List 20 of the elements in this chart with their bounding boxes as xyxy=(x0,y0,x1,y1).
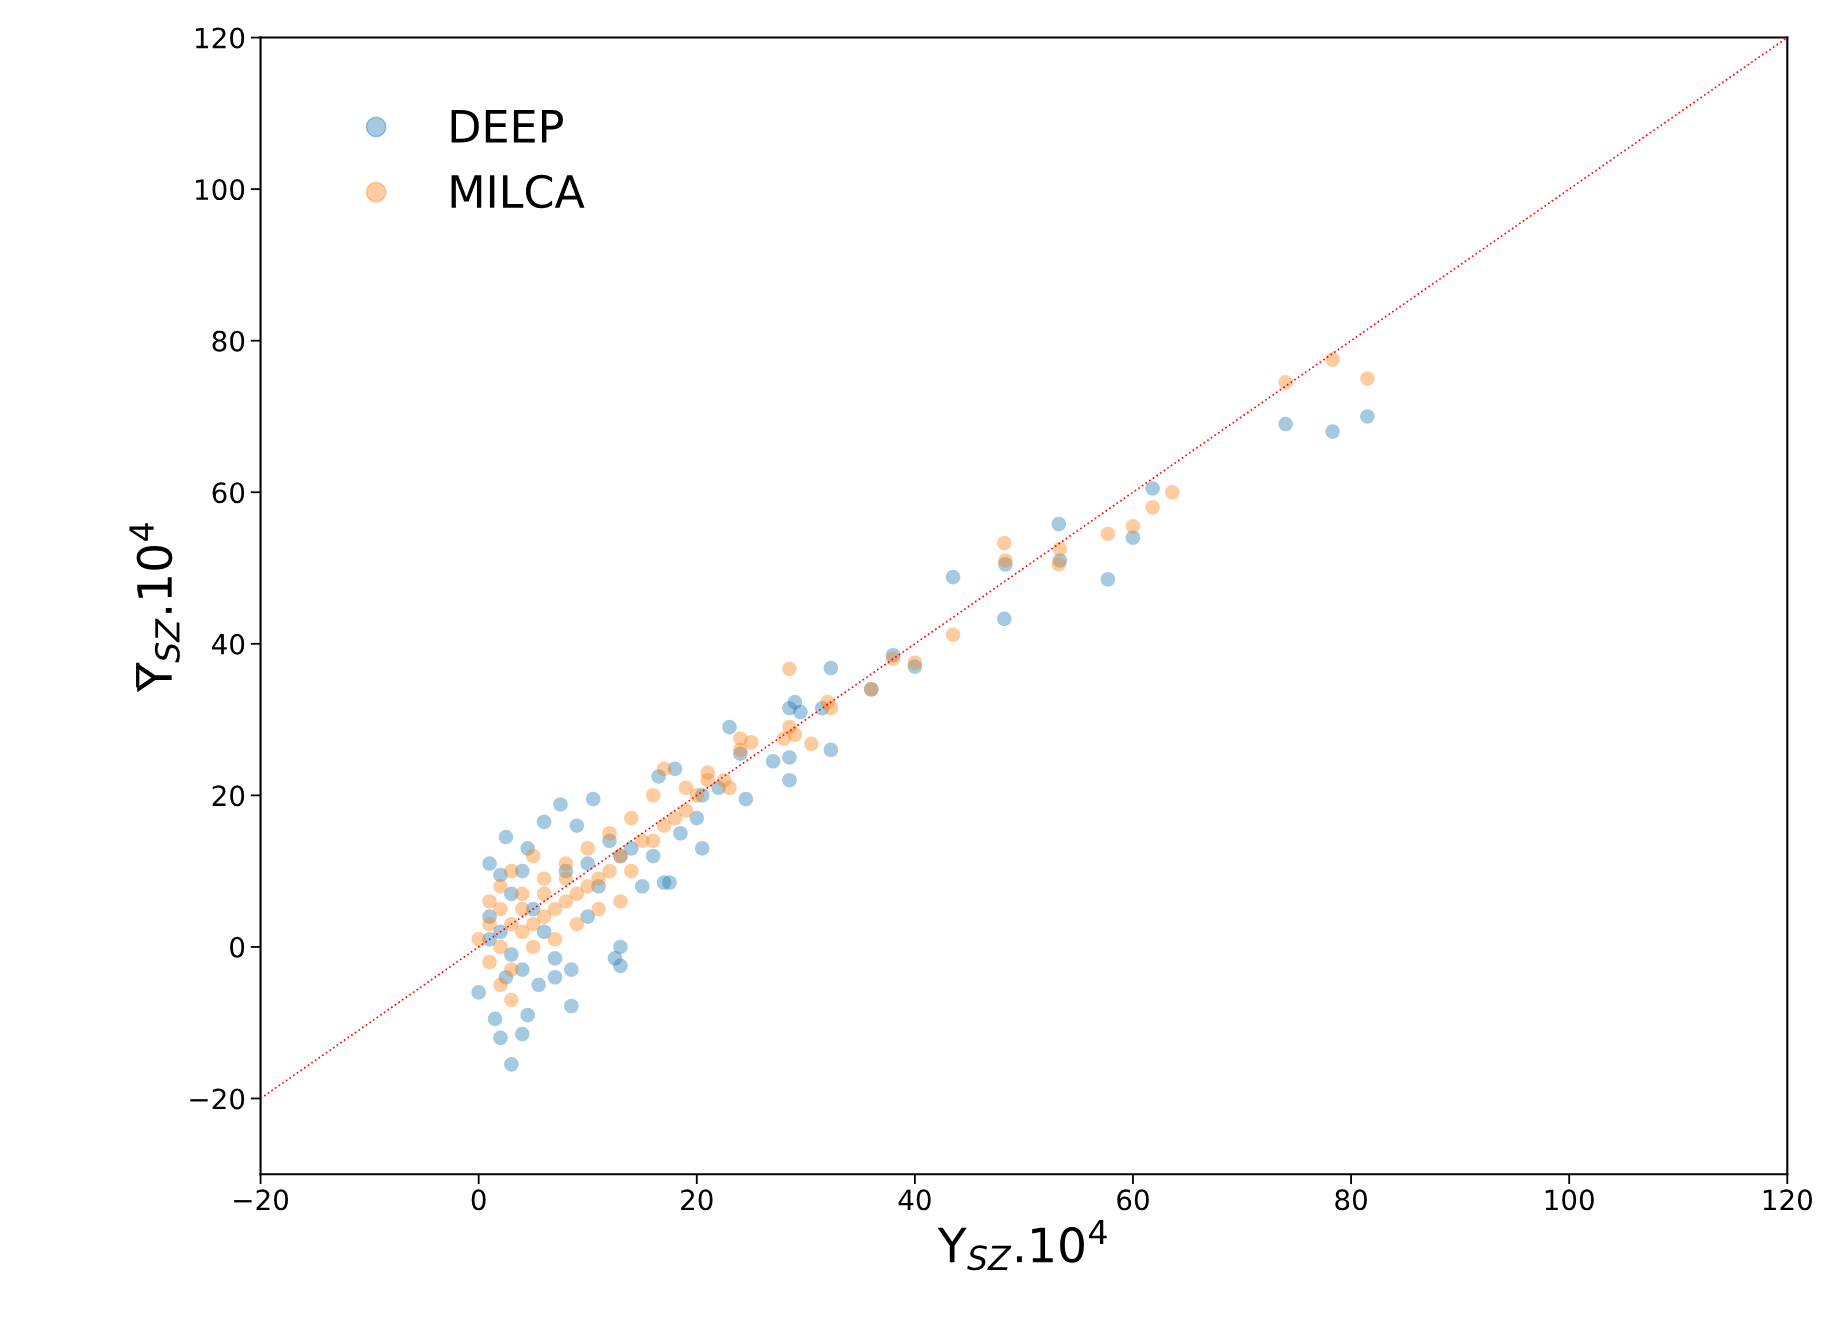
y-tick-label: −20 xyxy=(190,1088,245,1110)
x-tick-label: 100 xyxy=(1545,1189,1594,1211)
x-tick-label: 60 xyxy=(1117,1189,1149,1211)
x-axis-title: Y$_{SZ}$.10$^{4}$ xyxy=(937,1219,1107,1271)
y-tick-label: 120 xyxy=(196,27,245,49)
x-tick-label: 120 xyxy=(1763,1189,1812,1211)
x-tick-label: 40 xyxy=(898,1189,931,1211)
x-tick-label: −20 xyxy=(234,1189,289,1211)
y-tick-label: 80 xyxy=(212,330,245,352)
x-tick-label: 20 xyxy=(681,1189,713,1211)
y-tick-label: 60 xyxy=(212,482,245,504)
x-tick-label: 0 xyxy=(471,1189,486,1211)
legend-label: MILCA xyxy=(451,174,585,209)
y-tick-label: 20 xyxy=(212,785,245,807)
y-tick-label: 0 xyxy=(230,936,245,958)
y-axis-title: Y̅$_{SZ}$.10$^{4}$ xyxy=(129,523,180,693)
x-tick-label: 80 xyxy=(1335,1189,1367,1211)
y-tick-label: 100 xyxy=(196,179,245,201)
y-tick-label: 40 xyxy=(212,633,245,655)
legend-label: DEEP xyxy=(451,110,563,143)
